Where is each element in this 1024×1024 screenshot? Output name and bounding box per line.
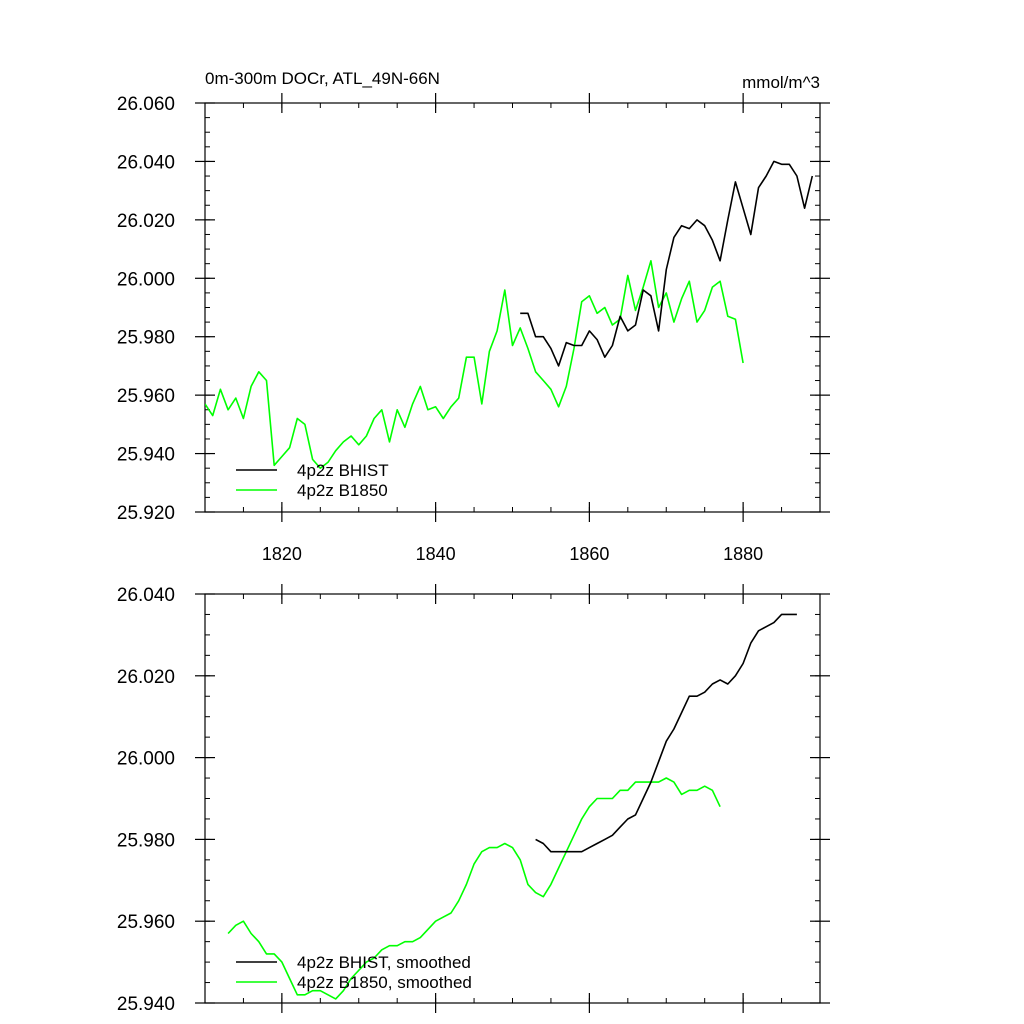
x-tick-label: 1820 (262, 544, 302, 564)
legend-label: 4p2z BHIST, smoothed (297, 953, 471, 972)
series-line-0 (535, 613, 797, 853)
plot-frame (204, 593, 821, 1004)
y-tick-label: 25.940 (117, 994, 175, 1015)
y-tick-label: 26.040 (117, 152, 175, 173)
units-label: mmol/m^3 (742, 73, 820, 92)
y-tick-label: 25.920 (117, 503, 175, 524)
top-panel: 1820 1840 1860 1880 25.920 25.940 25.960 25.980… (117, 93, 830, 564)
y-tick-label: 25.940 (117, 445, 175, 466)
series-line-0 (520, 160, 814, 367)
y-tick-label: 26.020 (117, 211, 175, 232)
x-tick-label: 1860 (569, 544, 609, 564)
legend-label: 4p2z BHIST (297, 461, 389, 480)
legend-label: 4p2z B1850 (297, 481, 388, 500)
y-tick-label: 26.000 (117, 269, 175, 290)
bottom-panel: 25.940 25.960 25.980 26.000 26.020 26.040 4p2z… (117, 584, 830, 1015)
y-tick-label: 26.000 (117, 749, 175, 770)
plot-frame (204, 102, 821, 513)
y-tick-label: 25.980 (117, 328, 175, 349)
y-tick-label: 25.960 (117, 912, 175, 933)
y-tick-label: 25.980 (117, 830, 175, 851)
series-line-1 (227, 777, 721, 1000)
series-line-1 (205, 259, 744, 470)
y-tick-label: 26.040 (117, 585, 175, 606)
x-tick-label: 1840 (416, 544, 456, 564)
x-tick-label: 1880 (723, 544, 763, 564)
y-tick-label: 26.060 (117, 94, 175, 115)
y-tick-label: 26.020 (117, 667, 175, 688)
y-tick-label: 25.960 (117, 386, 175, 407)
plot-title: 0m-300m DOCr, ATL_49N-66N (205, 69, 440, 88)
legend-label: 4p2z B1850, smoothed (297, 973, 472, 992)
